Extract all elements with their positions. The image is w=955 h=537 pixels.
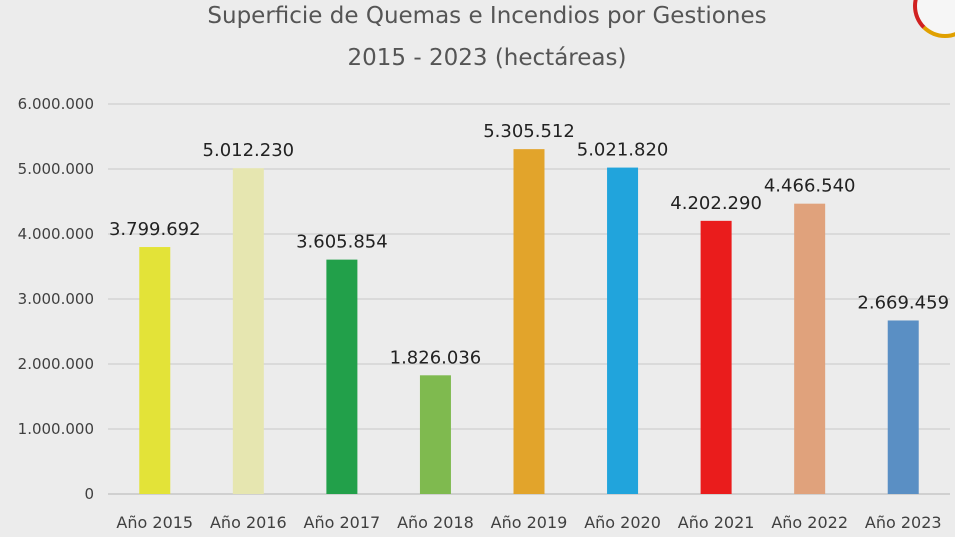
- y-tick-label: 4.000.000: [18, 225, 94, 243]
- y-tick-label: 5.000.000: [18, 160, 94, 178]
- data-label: 5.021.820: [577, 140, 669, 161]
- data-label: 2.669.459: [857, 292, 949, 313]
- y-tick-label: 2.000.000: [18, 355, 94, 373]
- bar: [513, 149, 545, 494]
- x-tick-label: Año 2020: [584, 513, 661, 532]
- y-tick-label: 6.000.000: [18, 95, 94, 113]
- data-label: 1.826.036: [390, 347, 482, 368]
- y-tick-label: 0: [84, 485, 94, 503]
- bar: [326, 259, 358, 494]
- y-tick-label: 1.000.000: [18, 420, 94, 438]
- data-label: 3.799.692: [109, 219, 201, 240]
- data-label: 5.305.512: [483, 121, 575, 142]
- x-tick-label: Año 2016: [210, 513, 287, 532]
- data-labels: 3.799.692 5.012.230 3.605.854 1.826.036 5.30…: [109, 121, 949, 368]
- chart-title-line-1: Superficie de Quemas e Incendios por Ges…: [207, 3, 766, 29]
- bar: [700, 220, 732, 495]
- x-tick-label: Año 2015: [116, 513, 193, 532]
- x-tick-label: Año 2019: [491, 513, 568, 532]
- chart-title-line-2: 2015 - 2023 (hectáreas): [348, 45, 627, 71]
- x-axis-category-labels: Año 2015 Año 2016 Año 2017 Año 2018 Año 2019…: [116, 513, 941, 532]
- y-axis-tick-labels: 0 1.000.000 2.000.000 3.000.000 4.000.000 5.0…: [18, 95, 94, 503]
- bars: [139, 149, 919, 495]
- bar: [139, 247, 171, 494]
- bar: [607, 167, 639, 494]
- bar: [887, 320, 919, 494]
- data-label: 3.605.854: [296, 232, 388, 253]
- x-tick-label: Año 2017: [304, 513, 381, 532]
- data-label: 5.012.230: [203, 140, 295, 161]
- y-tick-label: 3.000.000: [18, 290, 94, 308]
- bar: [232, 168, 264, 494]
- bar: [794, 203, 826, 494]
- x-tick-label: Año 2023: [865, 513, 942, 532]
- data-label: 4.202.290: [670, 193, 762, 214]
- x-tick-label: Año 2022: [771, 513, 848, 532]
- x-tick-label: Año 2018: [397, 513, 474, 532]
- bar: [419, 375, 451, 494]
- data-label: 4.466.540: [764, 176, 856, 197]
- x-tick-label: Año 2021: [678, 513, 755, 532]
